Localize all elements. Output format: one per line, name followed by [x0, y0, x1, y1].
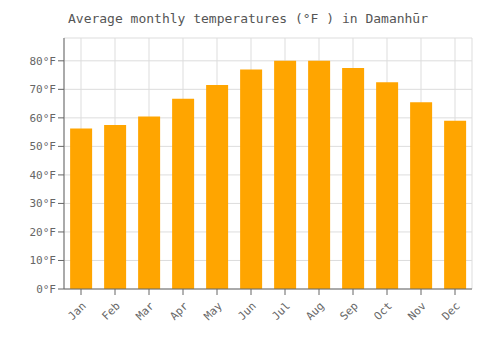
svg-text:20°F: 20°F	[30, 226, 57, 239]
svg-text:80°F: 80°F	[30, 55, 57, 68]
svg-text:10°F: 10°F	[30, 254, 57, 267]
svg-text:Jul: Jul	[270, 300, 293, 323]
svg-text:Mar: Mar	[134, 299, 158, 323]
svg-text:40°F: 40°F	[30, 169, 57, 182]
svg-text:30°F: 30°F	[30, 197, 57, 210]
svg-text:60°F: 60°F	[30, 112, 57, 125]
svg-text:Aug: Aug	[304, 300, 327, 323]
svg-text:May: May	[202, 299, 226, 323]
svg-text:Dec: Dec	[440, 300, 463, 323]
svg-text:Jun: Jun	[236, 300, 259, 323]
svg-text:Oct: Oct	[372, 300, 395, 323]
svg-text:50°F: 50°F	[30, 140, 57, 153]
html-text:Average monthly temperatures (: Average monthly temperatures (°F ) in Da…	[68, 11, 428, 26]
svg-text:0°F: 0°F	[36, 283, 56, 296]
svg-text:Apr: Apr	[168, 299, 192, 323]
svg-text:Feb: Feb	[100, 300, 123, 323]
svg-text:Nov: Nov	[406, 299, 430, 323]
svg-text:Jan: Jan	[66, 300, 89, 323]
svg-text:Sep: Sep	[338, 300, 361, 323]
svg-text:70°F: 70°F	[30, 83, 57, 96]
